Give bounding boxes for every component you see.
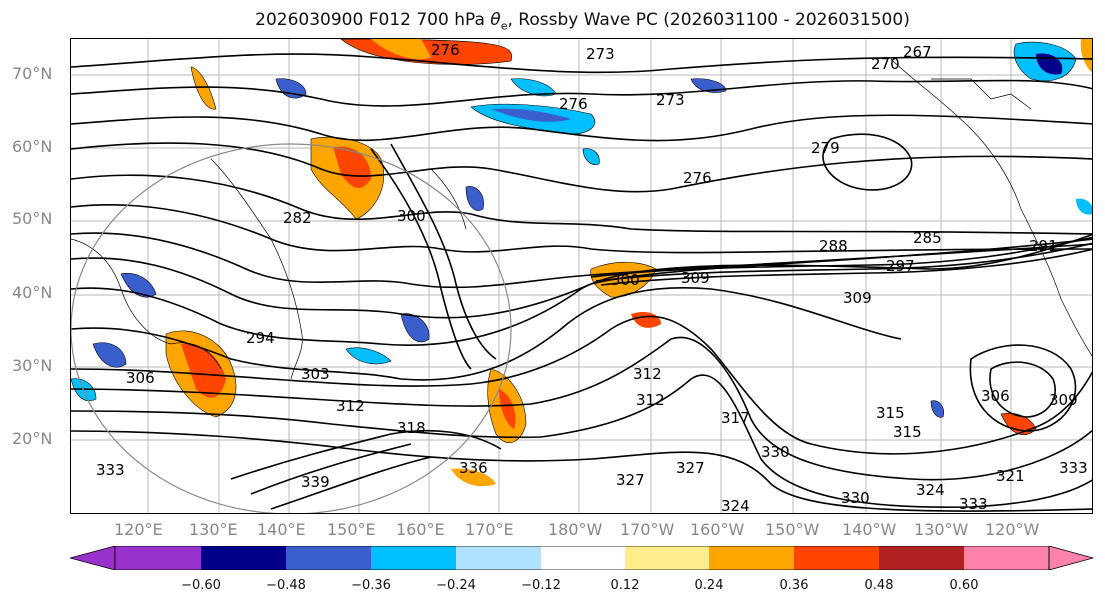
- colorbar-tick: 0.36: [779, 578, 809, 593]
- contour-label: 315: [876, 404, 905, 422]
- lon-label-130e: 130°E: [189, 520, 238, 539]
- colorbar-strip: [68, 545, 1095, 571]
- lon-label-130w: 130°W: [914, 520, 969, 539]
- contour-label: 309: [843, 289, 872, 307]
- colorbar-tick: −0.24: [436, 578, 476, 593]
- contour-label: 309: [681, 269, 710, 287]
- lat-label-30: 30°N: [12, 356, 53, 375]
- contour-label: 279: [811, 139, 840, 157]
- map-panel: 276 273 270 267 276 273 279 276 282 300 …: [70, 38, 1093, 514]
- colorbar-tick: −0.60: [181, 578, 221, 593]
- contour-label: 324: [916, 481, 945, 499]
- contour-label: 333: [96, 461, 125, 479]
- contour-label: 315: [893, 423, 922, 441]
- contour-label: 330: [841, 489, 870, 507]
- contour-label: 336: [459, 459, 488, 477]
- lon-label-180w: 180°W: [548, 520, 603, 539]
- contour-label: 327: [616, 471, 645, 489]
- colorbar-tick: −0.12: [521, 578, 561, 593]
- contour-label: 339: [301, 473, 330, 491]
- contour-label: 312: [336, 397, 365, 415]
- contour-label: 297: [886, 257, 915, 275]
- map-canvas: [71, 39, 1092, 513]
- projection-outline: [71, 143, 512, 513]
- contour-label: 333: [959, 495, 988, 513]
- lat-label-70: 70°N: [12, 64, 53, 83]
- contour-label: 303: [301, 365, 330, 383]
- colorbar: [68, 545, 1095, 574]
- contour-label: 309: [1049, 391, 1078, 409]
- lon-label-140w: 140°W: [842, 520, 897, 539]
- contour-label: 327: [676, 459, 705, 477]
- title-subscript: e: [500, 19, 508, 33]
- colorbar-tick: −0.48: [266, 578, 306, 593]
- contour-label: 291: [1029, 237, 1058, 255]
- theta-e-contours: [71, 53, 1092, 512]
- contour-label: 312: [633, 365, 662, 383]
- contour-label: 321: [996, 467, 1025, 485]
- positive-anomalies: [165, 39, 1092, 487]
- contour-label: 270: [871, 55, 900, 73]
- contour-label: 306: [126, 369, 155, 387]
- contour-label: 273: [656, 91, 685, 109]
- contour-label: 300: [611, 271, 640, 289]
- lon-label-120w: 120°W: [985, 520, 1040, 539]
- contour-label: 300: [397, 207, 426, 225]
- colorbar-tick: 0.60: [949, 578, 979, 593]
- lat-label-60: 60°N: [12, 137, 53, 156]
- lon-label-120e: 120°E: [114, 520, 163, 539]
- contour-label: 317: [721, 409, 750, 427]
- lon-label-150e: 150°E: [327, 520, 376, 539]
- contour-label: 306: [981, 387, 1010, 405]
- colorbar-extend-low: [68, 545, 116, 571]
- lon-label-170e: 170°E: [465, 520, 514, 539]
- contour-label: 333: [1059, 459, 1088, 477]
- map-title: 2026030900 F012 700 hPa θe, Rossby Wave …: [0, 10, 1105, 32]
- colorbar-tick: 0.48: [864, 578, 894, 593]
- colorbar-tick: 0.12: [610, 578, 640, 593]
- lon-label-160w: 160°W: [690, 520, 745, 539]
- lat-label-20: 20°N: [12, 429, 53, 448]
- contour-label: 312: [636, 391, 665, 409]
- lon-label-160e: 160°E: [396, 520, 445, 539]
- colorbar-extend-high: [1048, 545, 1095, 571]
- contour-label: 318: [397, 419, 426, 437]
- title-suffix: , Rossby Wave PC (2026031100 - 202603150…: [507, 10, 910, 30]
- lon-label-170w: 170°W: [620, 520, 675, 539]
- coastlines: [71, 58, 1092, 380]
- contour-label: 276: [683, 169, 712, 187]
- contour-label: 282: [283, 209, 312, 227]
- lon-label-150w: 150°W: [765, 520, 820, 539]
- contour-label: 324: [721, 497, 750, 514]
- lon-label-140e: 140°E: [257, 520, 306, 539]
- contour-label: 330: [761, 443, 790, 461]
- contour-label: 273: [586, 45, 615, 63]
- contour-label: 267: [903, 43, 932, 61]
- title-symbol: θ: [490, 10, 501, 30]
- contour-label: 285: [913, 229, 942, 247]
- contour-label: 288: [819, 237, 848, 255]
- colorbar-tick: 0.24: [694, 578, 724, 593]
- contour-label: 294: [246, 329, 275, 347]
- title-prefix: 2026030900 F012 700 hPa: [255, 10, 491, 30]
- lat-label-50: 50°N: [12, 209, 53, 228]
- lat-label-40: 40°N: [12, 283, 53, 302]
- colorbar-tick: −0.36: [351, 578, 391, 593]
- contour-label: 276: [431, 41, 460, 59]
- contour-label: 276: [559, 95, 588, 113]
